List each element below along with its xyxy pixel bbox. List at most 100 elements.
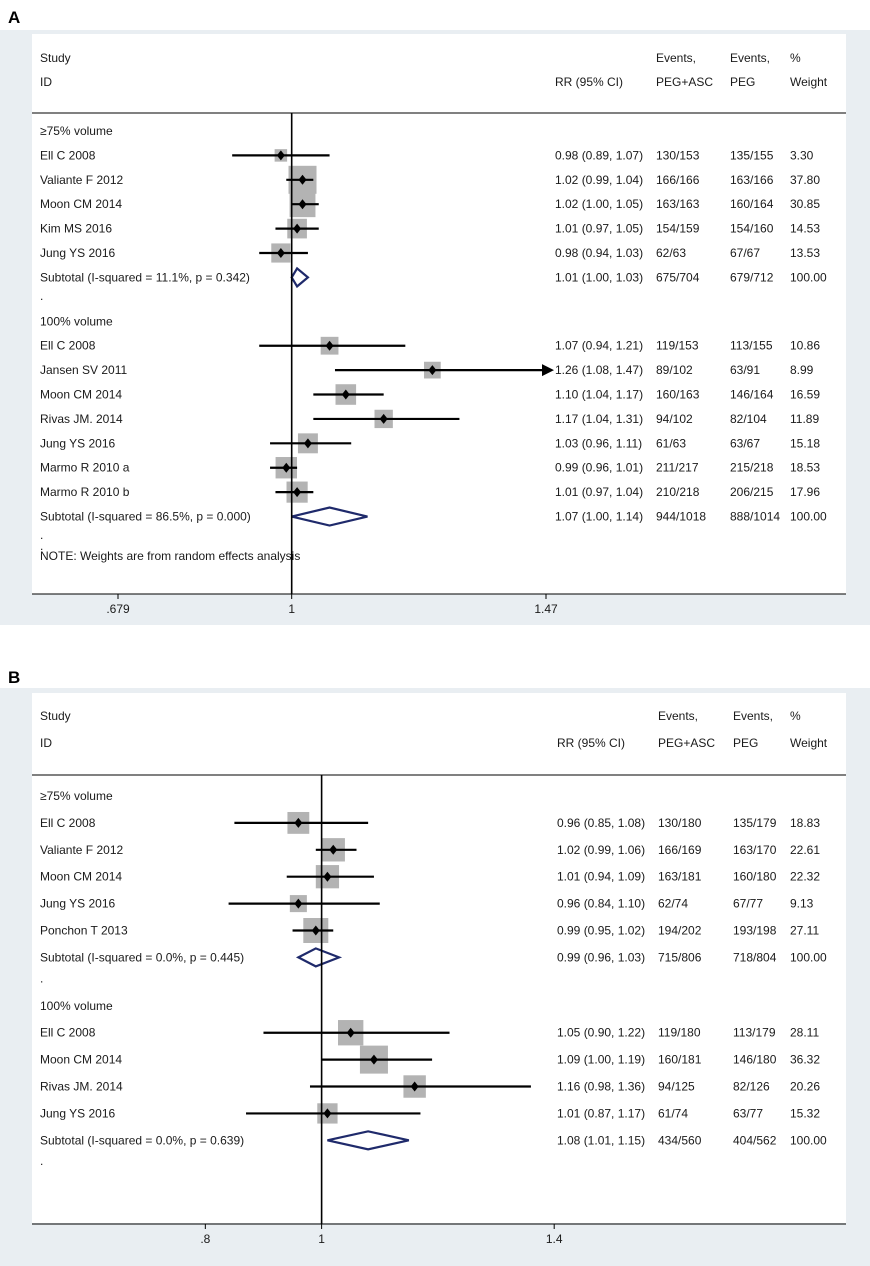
study-events-ctrl: 63/77: [733, 1106, 763, 1120]
plot-area-a: [32, 34, 846, 594]
study-events-ctrl: 163/170: [733, 843, 777, 857]
study-ci: 0.96 (0.85, 1.08): [557, 816, 645, 830]
study-weight: 17.96: [790, 485, 820, 499]
study-events-exp: 154/159: [656, 222, 700, 236]
study-events-exp: 194/202: [658, 924, 702, 938]
subtotal-diamond: [291, 506, 368, 527]
study-weight: 8.99: [790, 363, 814, 377]
study-name: Jansen SV 2011: [40, 363, 128, 377]
study-events-exp: 163/181: [658, 870, 702, 884]
point-estimate: [323, 1108, 332, 1119]
header-effect: RR (95% CI): [557, 736, 625, 750]
study-events-exp: 160/163: [656, 388, 700, 402]
subtotal-diamond: [327, 1130, 410, 1151]
study-events-exp: 94/102: [656, 412, 693, 426]
point-estimate: [341, 389, 350, 400]
panel-label-a: A: [8, 8, 21, 27]
header-study: Study: [40, 709, 71, 723]
study-ci: 1.16 (0.98, 1.36): [557, 1080, 645, 1094]
study-events-ctrl: 206/215: [730, 485, 774, 499]
panel-b: B Study ID RR (95% CI) Events, PEG+ASC Events…: [0, 660, 870, 1266]
subtotal-events-exp: 944/1018: [656, 510, 706, 524]
header-weight: Weight: [790, 75, 828, 89]
study-weight: 14.53: [790, 222, 820, 236]
header-effect: RR (95% CI): [555, 75, 623, 89]
ci-arrow-head: [542, 364, 554, 377]
header-events-ctrl: PEG: [730, 75, 755, 89]
group-separator: .: [40, 971, 43, 985]
header-events-ctrl: PEG: [733, 736, 758, 750]
subtotal-events-ctrl: 404/562: [733, 1133, 777, 1147]
study-ci: 1.17 (1.04, 1.31): [555, 412, 643, 426]
point-estimate: [346, 1027, 355, 1038]
subtotal-weight: 100.00: [790, 510, 827, 524]
study-events-exp: 210/218: [656, 485, 700, 499]
study-weight: 3.30: [790, 148, 814, 162]
study-events-ctrl: 67/77: [733, 897, 763, 911]
study-name: Ell C 2008: [40, 816, 96, 830]
study-events-ctrl: 63/91: [730, 363, 760, 377]
study-ci: 1.05 (0.90, 1.22): [557, 1026, 645, 1040]
study-events-exp: 166/169: [658, 843, 702, 857]
header-weight-line1: %: [790, 709, 801, 723]
study-weight: 36.32: [790, 1053, 820, 1067]
study-name: Kim MS 2016: [40, 222, 112, 236]
study-weight: 15.32: [790, 1106, 820, 1120]
study-weight: 30.85: [790, 197, 820, 211]
study-weight: 18.53: [790, 461, 820, 475]
study-events-ctrl: 146/180: [733, 1053, 777, 1067]
header-events-exp-line1: Events,: [658, 709, 698, 723]
study-ci: 1.01 (0.97, 1.04): [555, 485, 643, 499]
header-weight: Weight: [790, 736, 828, 750]
subtotal-events-exp: 675/704: [656, 270, 700, 284]
study-ci: 1.07 (0.94, 1.21): [555, 339, 643, 353]
study-ci: 0.99 (0.95, 1.02): [557, 924, 645, 938]
header-id: ID: [40, 75, 52, 89]
study-ci: 0.98 (0.89, 1.07): [555, 148, 643, 162]
study-events-exp: 89/102: [656, 363, 693, 377]
point-estimate: [379, 413, 388, 424]
study-ci: 0.96 (0.84, 1.10): [557, 897, 645, 911]
study-name: Ell C 2008: [40, 1026, 96, 1040]
subtotal-ci: 1.07 (1.00, 1.14): [555, 510, 643, 524]
group-separator: .: [40, 1154, 43, 1168]
point-estimate: [276, 248, 285, 258]
group-label: ≥75% volume: [40, 789, 113, 803]
point-estimate: [294, 898, 303, 909]
group-label: 100% volume: [40, 999, 113, 1013]
study-weight: 37.80: [790, 173, 820, 187]
study-events-ctrl: 215/218: [730, 461, 774, 475]
study-events-ctrl: 135/155: [730, 148, 774, 162]
study-name: Marmo R 2010 b: [40, 485, 130, 499]
study-weight: 13.53: [790, 246, 820, 260]
subtotal-events-exp: 715/806: [658, 950, 702, 964]
study-ci: 1.10 (1.04, 1.17): [555, 388, 643, 402]
note-separator: .: [40, 539, 43, 553]
study-weight: 28.11: [790, 1026, 819, 1040]
study-name: Jung YS 2016: [40, 897, 116, 911]
point-estimate: [276, 150, 285, 161]
point-estimate: [323, 871, 332, 882]
point-estimate: [325, 340, 334, 351]
study-events-ctrl: 82/104: [730, 412, 767, 426]
study-name: Ponchon T 2013: [40, 924, 128, 938]
study-weight: 16.59: [790, 388, 820, 402]
study-events-exp: 163/163: [656, 197, 700, 211]
point-estimate: [428, 365, 437, 376]
study-events-exp: 94/125: [658, 1080, 695, 1094]
point-estimate: [293, 223, 302, 234]
forest-plot-a: Study ID RR (95% CI) Events, PEG+ASC Events, P…: [32, 51, 846, 616]
subtotal-diamond: [295, 947, 343, 968]
point-estimate: [369, 1054, 378, 1065]
subtotal-weight: 100.00: [790, 270, 827, 284]
subtotal-diamond: [290, 266, 310, 289]
header-events-exp: PEG+ASC: [656, 75, 713, 89]
subtotal-ci: 1.08 (1.01, 1.15): [557, 1133, 645, 1147]
x-tick-label: .8: [200, 1232, 210, 1246]
x-tick-label: 1: [288, 602, 295, 616]
study-events-exp: 130/153: [656, 148, 700, 162]
study-events-exp: 160/181: [658, 1053, 702, 1067]
subtotal-events-ctrl: 718/804: [733, 950, 777, 964]
study-ci: 1.02 (0.99, 1.04): [555, 173, 643, 187]
study-name: Jung YS 2016: [40, 1106, 116, 1120]
